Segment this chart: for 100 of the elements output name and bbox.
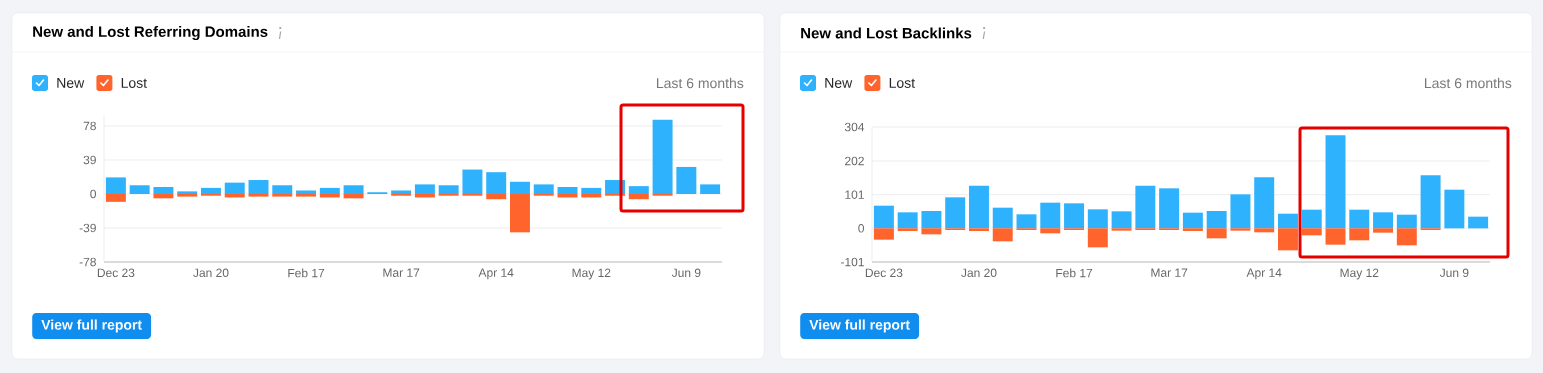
x-tick-label: Jan 20 — [961, 268, 997, 278]
bar — [533, 184, 554, 194]
y-tick-label: -39 — [79, 223, 96, 233]
bar — [1277, 213, 1298, 229]
bar — [129, 185, 150, 194]
x-tick-label: Dec 23 — [97, 268, 135, 278]
y-tick-label: -101 — [840, 257, 864, 267]
bar — [1182, 228, 1203, 231]
bar — [1087, 209, 1108, 229]
bar — [1182, 212, 1203, 229]
bar — [1373, 212, 1394, 229]
legend-label: New — [57, 78, 85, 88]
chart-title: New and Lost Referring Domains — [33, 25, 268, 41]
bar — [1087, 228, 1108, 248]
x-tick-label: Mar 17 — [383, 268, 420, 277]
bar — [873, 228, 894, 240]
y-tick-label: 78 — [83, 121, 96, 131]
bar — [153, 193, 174, 199]
bar — [509, 181, 530, 194]
bar — [921, 211, 942, 229]
bar — [248, 193, 269, 197]
x-tick-label: Apr 14 — [1246, 268, 1282, 280]
y-tick-label: 101 — [845, 190, 864, 199]
bar — [343, 193, 364, 199]
text: Last 6 months — [1425, 77, 1512, 89]
bar — [509, 193, 530, 233]
text: View full report — [809, 319, 910, 333]
bar — [1254, 177, 1275, 229]
bar — [1254, 228, 1275, 233]
bar — [992, 228, 1013, 242]
bar — [1016, 214, 1037, 229]
text: View full report — [41, 319, 142, 333]
bar — [391, 190, 412, 194]
bar — [272, 185, 293, 194]
bar — [992, 207, 1013, 229]
bar — [1111, 211, 1132, 229]
bar — [1349, 209, 1370, 229]
bar — [1396, 228, 1417, 246]
bar — [1159, 188, 1180, 229]
bar — [581, 187, 602, 194]
y-tick-label: 39 — [83, 155, 96, 165]
bar — [343, 185, 364, 194]
bar — [486, 172, 507, 194]
bar — [1135, 185, 1156, 229]
bar — [968, 228, 989, 231]
bar — [224, 182, 245, 194]
x-tick-label: Feb 17 — [288, 268, 325, 278]
bar — [1064, 203, 1085, 229]
bar — [945, 197, 966, 229]
bar — [438, 185, 459, 194]
bar — [921, 228, 942, 235]
bar — [486, 193, 507, 200]
bar — [462, 169, 483, 194]
bar — [319, 187, 340, 194]
bar — [1396, 214, 1417, 229]
bar — [105, 177, 126, 194]
bar — [1206, 211, 1227, 229]
bar — [897, 228, 918, 231]
bar — [557, 187, 578, 194]
bar — [968, 185, 989, 229]
bar — [1040, 202, 1061, 229]
y-tick-label: 0 — [90, 189, 97, 199]
legend-label: Lost — [121, 78, 147, 88]
bar — [700, 184, 721, 194]
y-tick-label: 202 — [845, 156, 864, 166]
bar — [1040, 228, 1061, 234]
x-tick-label: Jun 9 — [1439, 268, 1469, 278]
x-tick-label: Jan 20 — [193, 268, 229, 278]
bar — [1301, 228, 1322, 236]
bar — [105, 193, 126, 202]
x-tick-label: Dec 23 — [865, 268, 903, 278]
bar — [897, 212, 918, 229]
bar — [1277, 228, 1298, 251]
bar — [153, 187, 174, 194]
x-tick-label: May 12 — [1340, 268, 1379, 280]
bar — [1111, 228, 1132, 231]
bar — [628, 193, 649, 200]
x-tick-label: May 12 — [572, 268, 611, 280]
x-tick-label: Apr 14 — [478, 268, 514, 280]
bar — [1468, 216, 1489, 229]
x-tick-label: Mar 17 — [1151, 268, 1188, 277]
text: Last 6 months — [657, 77, 744, 89]
x-tick-label: Feb 17 — [1056, 268, 1093, 278]
bar — [873, 205, 894, 229]
x-tick-label: Jun 9 — [671, 268, 701, 278]
bar — [248, 180, 269, 194]
bar — [1349, 228, 1370, 241]
legend-label: New — [825, 78, 853, 88]
bar — [628, 186, 649, 194]
legend-label: Lost — [889, 78, 915, 88]
bar — [1325, 228, 1346, 245]
bar — [1301, 209, 1322, 229]
y-tick-label: 0 — [858, 224, 865, 233]
y-tick-label: 304 — [844, 122, 865, 132]
bar — [272, 193, 293, 197]
bar — [676, 166, 697, 194]
y-tick-label: -78 — [79, 257, 96, 267]
chart-title: New and Lost Backlinks — [801, 27, 972, 39]
bar — [1444, 189, 1465, 229]
bar — [414, 184, 435, 194]
